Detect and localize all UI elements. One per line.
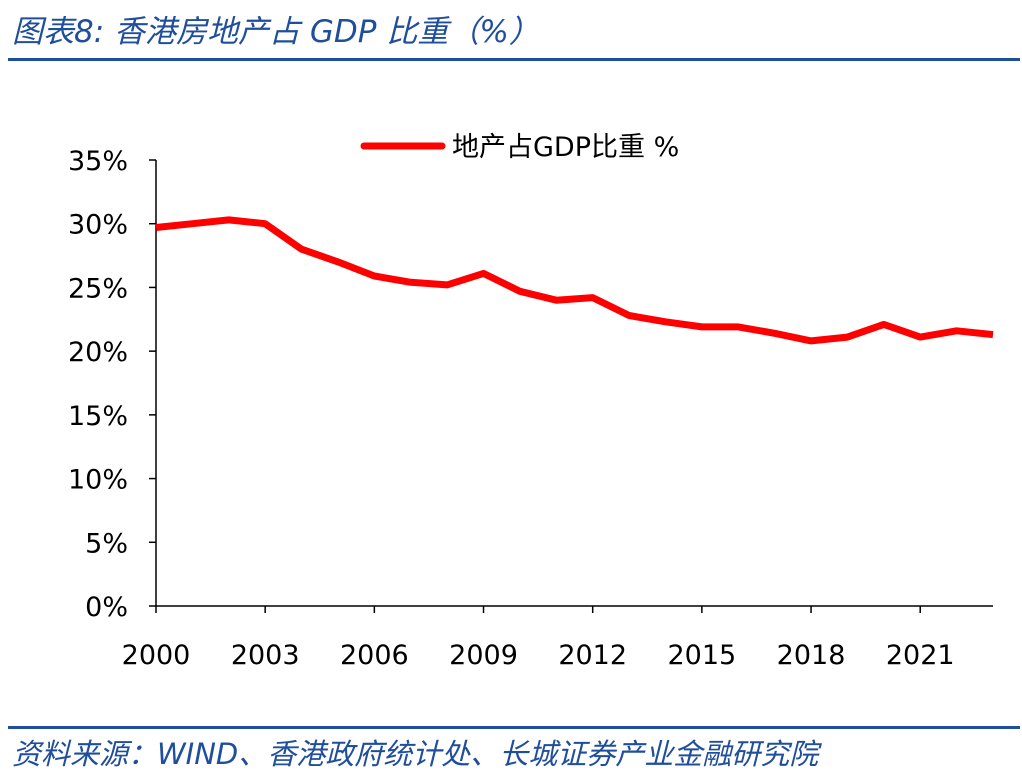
axes [155,160,993,607]
top-rule [8,58,1020,61]
y-tick-label: 20% [68,337,128,368]
x-tick-label: 2009 [449,640,518,671]
y-tick-label: 25% [68,273,128,304]
x-tick-label: 2021 [886,640,955,671]
legend-label: 地产占GDP比重 % [452,132,679,163]
y-tick-label: 15% [68,401,128,432]
y-tick-label: 10% [68,465,128,496]
x-tick-label: 2018 [777,640,846,671]
y-axis-ticks: 0% 5% 10% 15% 20% 25% 30% 35% [68,146,156,623]
bottom-rule [8,726,1020,729]
legend: 地产占GDP比重 % [360,132,679,163]
x-tick-label: 2003 [231,640,300,671]
source-note: 资料来源：WIND、香港政府统计处、长城证券产业金融研究院 [12,737,819,771]
x-tick-label: 2012 [558,640,627,671]
series-line [155,216,994,345]
y-tick-label: 30% [68,210,128,241]
x-axis-ticks: 2000 2003 2006 2009 2012 2015 2018 2021 [122,606,955,671]
y-tick-label: 0% [85,592,128,623]
x-tick-label: 2006 [340,640,409,671]
x-tick-label: 2000 [122,640,191,671]
series-lines [155,216,994,345]
y-tick-label: 35% [68,146,128,177]
x-tick-label: 2015 [668,640,737,671]
figure-title: 图表8: 香港房地产占 GDP 比重（%） [12,14,540,50]
y-tick-label: 5% [85,528,128,559]
